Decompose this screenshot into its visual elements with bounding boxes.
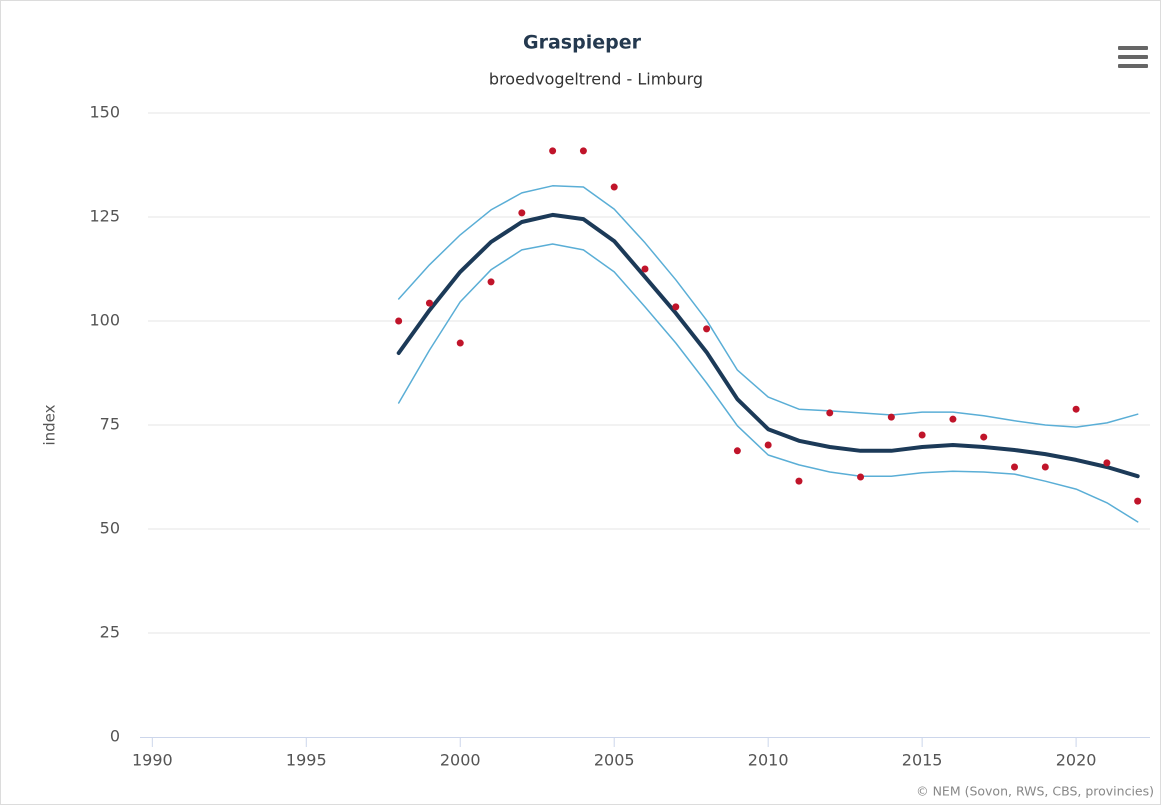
y-tick-label: 150 <box>89 103 120 122</box>
y-tick-label: 75 <box>100 415 120 434</box>
data-point <box>672 303 680 311</box>
data-point <box>579 147 587 155</box>
y-tick-label: 25 <box>100 623 120 642</box>
menu-bar <box>1118 64 1148 68</box>
x-tick-label: 2000 <box>440 751 481 770</box>
menu-bar <box>1118 46 1148 50</box>
data-point <box>1041 463 1049 471</box>
x-tick-label: 2020 <box>1056 751 1097 770</box>
data-point <box>764 441 772 449</box>
x-tick-label: 2015 <box>902 751 943 770</box>
data-point <box>395 317 403 325</box>
data-point <box>456 339 464 347</box>
data-point <box>549 147 557 155</box>
y-tick-label: 50 <box>100 519 120 538</box>
data-point <box>1134 497 1142 505</box>
data-point <box>1072 405 1080 413</box>
data-point <box>980 433 988 441</box>
data-point <box>857 473 865 481</box>
data-point <box>1011 463 1019 471</box>
data-point <box>610 183 618 191</box>
trend-line <box>397 185 1139 428</box>
data-point <box>1103 459 1111 467</box>
chart-subtitle: broedvogeltrend - Limburg <box>489 70 703 89</box>
data-point <box>425 299 433 307</box>
credits: © NEM (Sovon, RWS, CBS, provincies) <box>916 784 1154 799</box>
data-point <box>518 209 526 217</box>
data-point <box>949 415 957 423</box>
data-point <box>887 413 895 421</box>
trend-line <box>397 243 1139 523</box>
x-tick-label: 1990 <box>132 751 173 770</box>
data-point <box>641 265 649 273</box>
data-point <box>795 477 803 485</box>
chart-title: Graspieper <box>523 32 642 54</box>
y-tick-label: 0 <box>110 727 120 746</box>
data-point <box>487 278 495 286</box>
x-tick-label: 2010 <box>748 751 789 770</box>
data-point <box>733 447 741 455</box>
data-point <box>918 431 926 439</box>
y-tick-label: 100 <box>89 311 120 330</box>
trend-line <box>396 212 1140 479</box>
y-tick-label: 125 <box>89 207 120 226</box>
x-tick-label: 2005 <box>594 751 635 770</box>
data-point <box>703 325 711 333</box>
data-point <box>826 409 834 417</box>
y-axis-label: index <box>41 404 59 445</box>
menu-button[interactable] <box>1116 42 1150 74</box>
menu-bar <box>1118 55 1148 59</box>
x-tick-label: 1995 <box>286 751 327 770</box>
